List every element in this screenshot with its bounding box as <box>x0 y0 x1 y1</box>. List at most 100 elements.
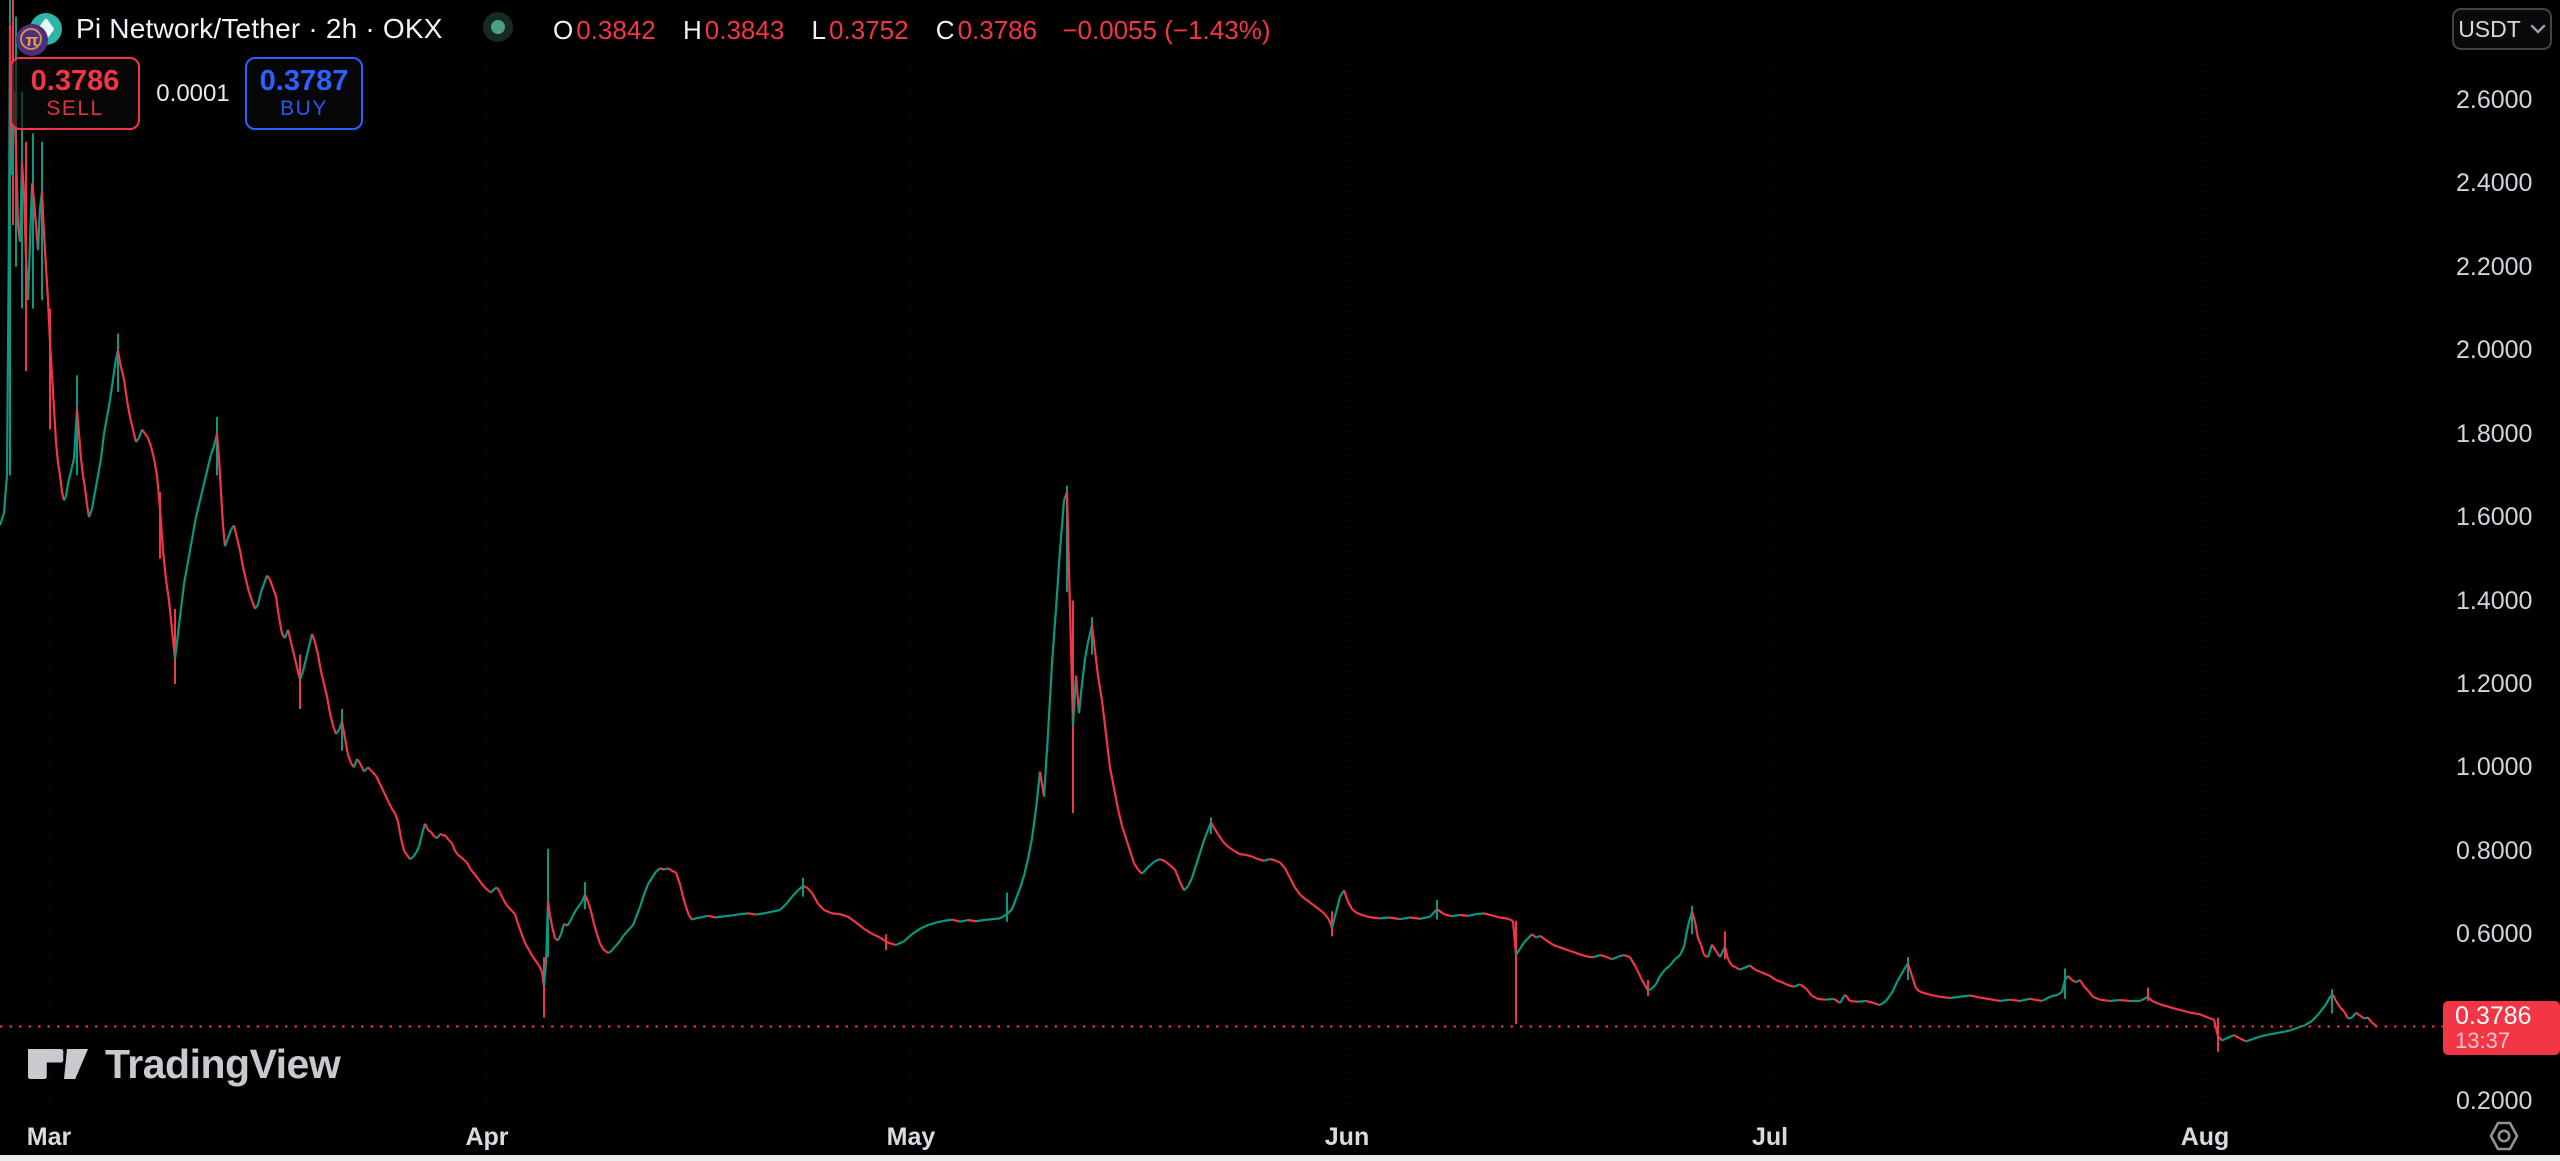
price-series-segment <box>791 889 799 898</box>
price-series-segment <box>2079 979 2085 987</box>
price-series-segment <box>490 888 495 894</box>
symbol-title[interactable]: Pi Network/Tether · 2h · OKX <box>76 13 443 44</box>
price-series-segment <box>105 400 112 418</box>
price-series-segment <box>2207 1016 2215 1021</box>
price-series-segment <box>1217 833 1224 843</box>
price-series-segment <box>831 912 841 916</box>
price-series-segment <box>325 696 332 714</box>
last-price-label: 0.3786 13:37 <box>2443 1000 2560 1055</box>
price-series-segment <box>277 617 284 635</box>
price-series-segment <box>631 917 638 926</box>
price-series-segment <box>32 200 38 226</box>
price-series-segment <box>191 516 198 534</box>
price-series-segment <box>1686 910 1694 927</box>
price-series-segment <box>1511 920 1518 956</box>
page-bottom-strip <box>0 1155 2560 1161</box>
price-series-segment <box>1929 993 1941 998</box>
price-series-segment <box>771 908 781 913</box>
price-series-segment <box>472 871 477 877</box>
price-series-segment <box>1799 983 1807 990</box>
price-series-segment <box>125 400 132 418</box>
price-series-segment <box>707 914 717 919</box>
price-series-segment <box>1133 862 1139 871</box>
price-series-segment <box>399 838 406 852</box>
month-tick-label: Jun <box>1324 1123 1370 1151</box>
price-series-segment <box>513 913 520 925</box>
buy-button[interactable]: 0.3787 BUY <box>245 57 363 130</box>
price-series-segment <box>999 913 1008 920</box>
price-series-segment <box>475 875 480 881</box>
price-series-segment <box>2245 1038 2253 1043</box>
spread-value: 0.0001 <box>156 79 230 107</box>
price-series-segment <box>544 900 550 964</box>
price-series-segment <box>1334 896 1342 913</box>
price-series-segment <box>538 965 543 973</box>
price-series-segment <box>1531 933 1537 939</box>
price-series-segment <box>420 823 427 835</box>
price-series-segment <box>379 783 385 793</box>
price-series-segment <box>343 737 350 756</box>
price-series-segment <box>935 919 945 924</box>
month-tick-label: May <box>886 1123 936 1151</box>
price-series-segment <box>1294 886 1301 896</box>
price-series-segment <box>1050 608 1058 664</box>
price-series-segment <box>93 475 100 493</box>
price-series-segment <box>2318 1003 2327 1015</box>
currency-selector-dropdown[interactable]: USDT <box>2452 8 2552 50</box>
price-series-segment <box>1080 658 1087 685</box>
price-series-segment <box>1093 650 1100 676</box>
price-series-segment <box>335 729 340 735</box>
price-series-segment <box>2067 975 2073 981</box>
symbol-pair-icons: π <box>16 11 66 56</box>
price-series-segment <box>137 429 144 439</box>
price-series-segment <box>529 951 534 958</box>
price-series-segment <box>1190 865 1198 879</box>
price-series-segment <box>1811 994 1819 1000</box>
price-series-segment <box>28 183 34 242</box>
price-series-segment <box>1274 859 1281 864</box>
price-series-segment <box>546 900 552 916</box>
price-series-segment <box>1074 675 1081 714</box>
price-series-segment <box>40 191 46 234</box>
price-series-segment <box>1731 964 1737 969</box>
settings-gear-icon[interactable] <box>2486 1118 2522 1154</box>
price-series-segment <box>149 445 156 459</box>
price-series-segment <box>436 833 441 839</box>
time-scale[interactable]: Mar Apr May Jun Jul Aug <box>0 1120 2560 1161</box>
price-series-segment <box>244 579 251 593</box>
market-status-icon[interactable] <box>483 12 513 42</box>
price-series-segment <box>1342 890 1350 903</box>
price-series-segment <box>268 579 275 589</box>
tradingview-logo-icon <box>28 1049 88 1079</box>
price-series-segment <box>1251 855 1259 861</box>
price-series-segment <box>152 458 159 476</box>
price-series-segment <box>991 917 1001 921</box>
price-series-segment <box>1769 975 1777 981</box>
price-series-segment <box>200 479 207 493</box>
price-series-segment <box>684 906 691 916</box>
price-series-segment <box>72 408 79 459</box>
sell-button[interactable]: 0.3786 SELL <box>10 57 140 130</box>
tradingview-watermark-link[interactable]: TradingView <box>25 1038 341 1090</box>
price-series-segment <box>723 914 733 918</box>
price-series-segment <box>1605 955 1613 961</box>
price-series-segment <box>2119 999 2131 1003</box>
price-series-segment <box>542 963 548 987</box>
price-series-segment <box>659 867 665 871</box>
price-scale[interactable]: 2.6000 2.4000 2.2000 2.0000 1.8000 1.6000 1.40… <box>2443 0 2560 1161</box>
price-series-segment <box>1068 608 1075 726</box>
price-series-segment <box>1969 994 1981 999</box>
price-series-segment <box>393 812 400 822</box>
price-series-segment <box>895 940 905 947</box>
price-series-segment <box>523 939 528 948</box>
price-series-segment <box>1198 840 1206 854</box>
price-series-segment <box>1239 853 1247 857</box>
month-tick-label: Jul <box>1751 1123 1789 1151</box>
price-series-segment <box>1210 821 1215 829</box>
price-series-segment <box>1891 979 1899 994</box>
price-series-segment <box>1419 915 1431 920</box>
price-series-segment <box>241 566 248 580</box>
price-series-segment <box>802 884 809 890</box>
